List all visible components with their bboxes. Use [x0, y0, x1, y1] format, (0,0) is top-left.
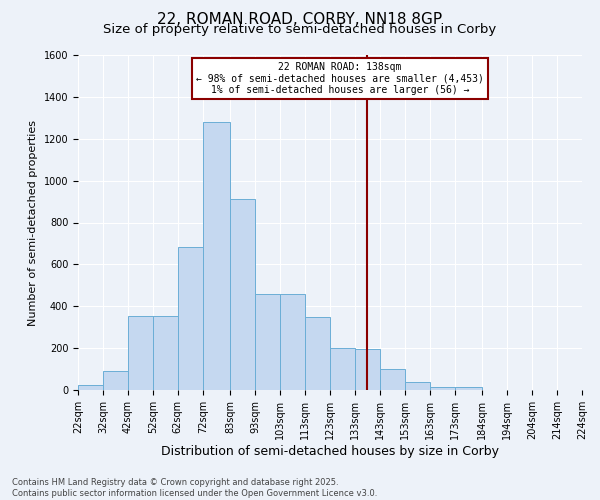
Y-axis label: Number of semi-detached properties: Number of semi-detached properties: [28, 120, 38, 326]
Bar: [255, 294, 280, 390]
Bar: [455, 387, 482, 390]
Text: 22 ROMAN ROAD: 138sqm
← 98% of semi-detached houses are smaller (4,453)
1% of se: 22 ROMAN ROAD: 138sqm ← 98% of semi-deta…: [196, 62, 484, 95]
Text: 22, ROMAN ROAD, CORBY, NN18 8GP: 22, ROMAN ROAD, CORBY, NN18 8GP: [157, 12, 443, 28]
Text: Size of property relative to semi-detached houses in Corby: Size of property relative to semi-detach…: [103, 22, 497, 36]
Bar: [380, 369, 405, 390]
Bar: [330, 348, 355, 390]
Bar: [405, 382, 430, 390]
Text: Contains HM Land Registry data © Crown copyright and database right 2025.
Contai: Contains HM Land Registry data © Crown c…: [12, 478, 377, 498]
Bar: [305, 316, 330, 390]
Bar: [355, 349, 380, 390]
Bar: [78, 386, 103, 390]
Bar: [178, 246, 203, 390]
X-axis label: Distribution of semi-detached houses by size in Corby: Distribution of semi-detached houses by …: [161, 444, 499, 458]
Bar: [430, 387, 455, 390]
Bar: [280, 294, 305, 390]
Bar: [153, 316, 178, 390]
Bar: [128, 316, 153, 390]
Bar: [103, 371, 128, 390]
Bar: [230, 200, 255, 390]
Bar: [203, 122, 230, 390]
